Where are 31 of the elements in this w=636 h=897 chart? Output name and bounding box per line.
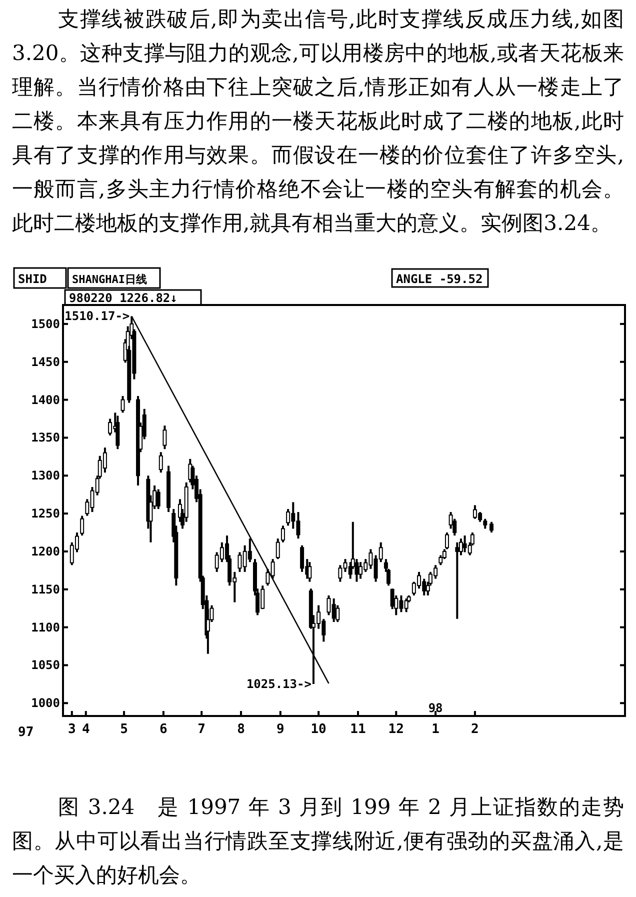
y-tick-label: 1100 [31, 620, 60, 634]
annotation: 1510.17-> [64, 309, 130, 324]
x-tick-label: 6 [160, 722, 168, 737]
text: 97 [18, 725, 34, 740]
x-tick-label: 4 [82, 722, 90, 737]
annotation: 98 [428, 701, 443, 715]
y-tick-label: 1450 [31, 354, 60, 369]
x-tick-label: 12 [388, 722, 404, 737]
annotation: 1025.13-> [246, 677, 312, 692]
x-tick-label: 7 [198, 722, 206, 737]
y-tick-label: 1200 [31, 544, 60, 558]
x-tick-label: 11 [350, 722, 366, 737]
x-tick-label: 9 [276, 722, 284, 737]
y-tick-label: 1500 [31, 316, 60, 331]
text: 980220 1226.82↓ [69, 291, 178, 305]
x-tick-label: 8 [237, 722, 246, 737]
x-tick-label: 1 [432, 722, 440, 737]
x-tick-label: 3 [68, 722, 76, 737]
text: ANGLE -59.52 [396, 272, 483, 286]
x-tick-label: 5 [120, 722, 128, 737]
text: 支撑线被跌破后,即为卖出信号,此时支撑线反成压力线,如图3.20。这种支撑与阻力的观念,可以用楼房中的地板,或者天花板来理解。当行情价格由下往上突破之后,情形正如有人从一楼走上了二楼。本来具有压力作用的一楼天花板此时成了二楼的地板,此时具有了支撑的作用与效果。而假设在一楼的价位套住了许多空头,一般而言,多头主力行情价格绝不会让一楼的空头有解套的机会。此时二楼地板的支撑作用,就具有相当重大的意义。实例图3.24。 [12, 6, 624, 237]
y-tick-label: 1400 [31, 392, 60, 407]
y-tick-label: 1250 [31, 506, 60, 521]
y-tick-label: 1000 [31, 696, 60, 710]
y-tick-label: 1350 [31, 430, 60, 445]
y-tick-label: 1050 [31, 658, 60, 672]
caption: 图 3.24 是 1997 年 3 月到 199 年 2 月上证指数的走势图。从中可以看出当行情跌至支撑线附近,便有强劲的买盘涌入,是一个买入的好机会。 [12, 794, 624, 889]
y-tick-label: 1150 [31, 582, 60, 596]
x-tick-label: 10 [310, 722, 327, 737]
y-tick-label: 1300 [31, 468, 60, 483]
x-tick-label: 2 [471, 722, 479, 737]
